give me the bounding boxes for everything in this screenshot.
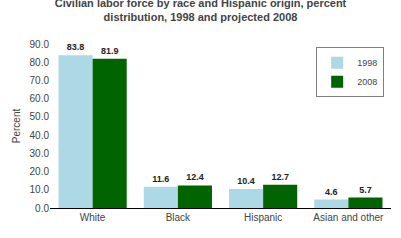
svg-text:Black: Black [166,212,191,223]
svg-text:Asian and other: Asian and other [313,212,384,223]
svg-text:Hispanic: Hispanic [244,212,282,223]
svg-text:Civilian labor force by race a: Civilian labor force by race and Hispani… [55,0,347,23]
svg-text:12.7: 12.7 [271,172,289,182]
svg-text:4.6: 4.6 [325,187,338,197]
svg-text:50.0: 50.0 [30,111,50,122]
svg-text:White: White [80,212,106,223]
svg-text:60.0: 60.0 [30,93,50,104]
svg-text:1998: 1998 [357,58,377,68]
svg-text:80.0: 80.0 [30,57,50,68]
svg-text:5.7: 5.7 [359,185,372,195]
svg-text:30.0: 30.0 [30,148,50,159]
svg-text:11.6: 11.6 [152,174,169,184]
svg-text:83.8: 83.8 [67,42,85,52]
svg-text:40.0: 40.0 [30,130,50,141]
svg-text:Percent: Percent [11,109,22,144]
svg-text:90.0: 90.0 [30,39,50,50]
svg-text:10.0: 10.0 [30,184,50,195]
svg-text:12.4: 12.4 [186,172,204,182]
svg-text:0.0: 0.0 [35,203,49,214]
svg-text:20.0: 20.0 [30,166,50,177]
svg-text:81.9: 81.9 [101,46,119,56]
svg-text:10.4: 10.4 [237,176,255,186]
svg-text:2008: 2008 [357,77,377,87]
svg-text:70.0: 70.0 [30,75,50,86]
